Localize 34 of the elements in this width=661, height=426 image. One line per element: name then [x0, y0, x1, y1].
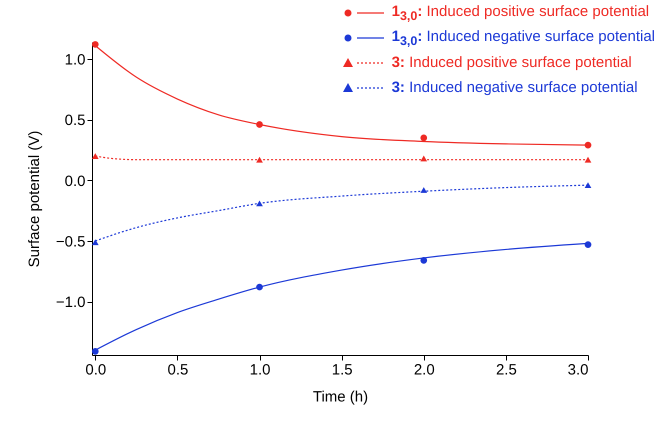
x-axis-title: Time (h)	[312, 388, 368, 406]
point	[92, 41, 99, 48]
x-tick-label: 3.0	[568, 362, 588, 378]
x-tick-label: 2.5	[496, 362, 517, 378]
y-tick-label: 0.5	[64, 112, 86, 130]
point	[92, 153, 99, 159]
x-tick-label: 1.0	[250, 362, 270, 378]
legend-label: 1$_{3,0}$: Induced negative surface potential	[392, 28, 655, 48]
point	[256, 200, 263, 206]
point	[92, 239, 99, 246]
x-tick-label: 0.0	[85, 362, 106, 378]
legend-label: 3: Induced positive surface potential	[392, 54, 632, 71]
legend-label: 1$_{3,0}$: Induced positive surface potential	[392, 2, 650, 22]
legend-label: 3: Induced negative surface potential	[392, 79, 638, 96]
y-tick-label: −0.5	[56, 233, 86, 250]
point	[584, 156, 592, 163]
point	[256, 121, 263, 128]
y-tick-label: 0.0	[64, 172, 86, 190]
point	[256, 284, 263, 290]
y-tick-label: 1.0	[64, 51, 86, 68]
y-tick-label: −1.0	[56, 294, 86, 312]
point	[584, 182, 592, 188]
x-tick-label: 1.5	[332, 362, 353, 378]
y-axis-title: Surface potential (V)	[26, 130, 43, 268]
point	[256, 156, 263, 163]
point	[420, 156, 428, 162]
point	[420, 187, 428, 193]
point	[584, 142, 592, 148]
point	[584, 241, 592, 248]
point	[420, 257, 428, 264]
point	[92, 348, 99, 355]
x-tick-label: 0.5	[167, 362, 188, 378]
x-tick-label: 2.0	[414, 362, 435, 378]
point	[420, 134, 428, 142]
